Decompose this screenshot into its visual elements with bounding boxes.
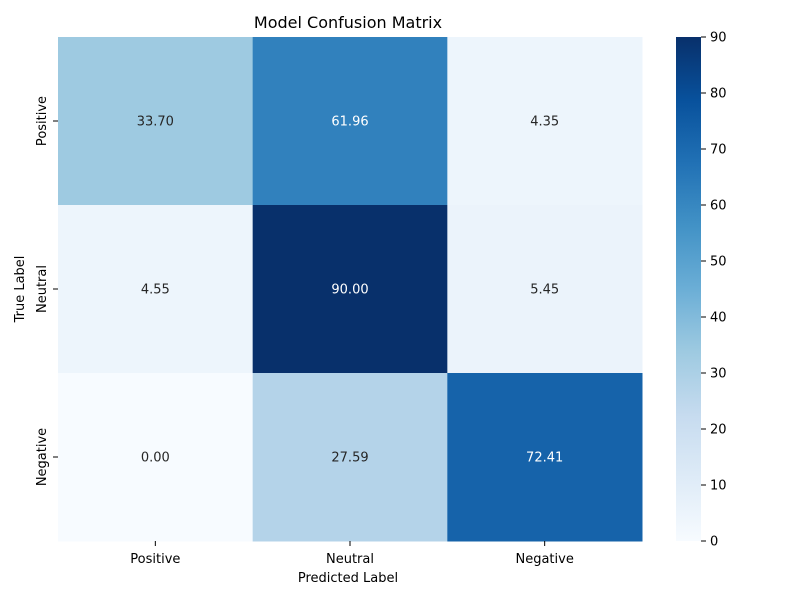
cell-value-label: 4.35: [530, 115, 559, 130]
heatmap-cell: [252, 205, 448, 374]
y-axis-label: True Label: [13, 256, 28, 324]
x-tick-label: Neutral: [326, 552, 374, 567]
heatmap-cells: [58, 37, 643, 542]
cell-value-label: 0.00: [141, 451, 170, 466]
colorbar-tick-label: 60: [710, 199, 727, 214]
colorbar-tick-label: 0: [710, 535, 718, 550]
colorbar-tick-label: 50: [710, 255, 727, 270]
x-axis: Positive Neutral Negative: [130, 541, 574, 567]
cell-value-label: 72.41: [526, 451, 563, 466]
cell-value-label: 33.70: [137, 115, 174, 130]
x-axis-label: Predicted Label: [298, 571, 398, 586]
x-tick-label: Positive: [130, 552, 180, 567]
heatmap-labels: 33.70 61.96 4.35 4.55 90.00 5.45 0.00 27.59 72.4…: [137, 115, 564, 466]
heatmap-cell: [252, 37, 448, 206]
heatmap-cell: [447, 37, 643, 206]
y-tick-label: Neutral: [35, 265, 50, 313]
y-tick-label: Positive: [35, 96, 50, 146]
heatmap-cell: [58, 37, 254, 206]
colorbar-gradient: [676, 37, 701, 541]
chart-title: Model Confusion Matrix: [254, 13, 442, 32]
colorbar-tick-label: 70: [710, 143, 727, 158]
heatmap-cell: [58, 205, 254, 374]
colorbar-tick-label: 80: [710, 87, 727, 102]
y-tick-label: Negative: [35, 428, 50, 486]
colorbar-tick-label: 30: [710, 367, 727, 382]
colorbar-tick-label: 20: [710, 423, 727, 438]
cell-value-label: 5.45: [530, 283, 559, 298]
heatmap-cell: [252, 373, 448, 542]
heatmap-cell: [58, 373, 254, 542]
cell-value-label: 90.00: [331, 283, 368, 298]
cell-value-label: 4.55: [141, 283, 170, 298]
x-tick-label: Negative: [515, 552, 573, 567]
heatmap-cell: [447, 205, 643, 374]
colorbar-tick-label: 90: [710, 31, 727, 46]
colorbar-tick-label: 40: [710, 311, 727, 326]
colorbar-tick-label: 10: [710, 479, 727, 494]
cell-value-label: 27.59: [331, 451, 368, 466]
colorbar-ticks: 0 10 20 30 40 50 60 70 80 90: [701, 31, 727, 550]
y-axis: Positive Neutral Negative: [35, 96, 58, 486]
cell-value-label: 61.96: [331, 115, 368, 130]
heatmap-cell: [447, 373, 643, 542]
